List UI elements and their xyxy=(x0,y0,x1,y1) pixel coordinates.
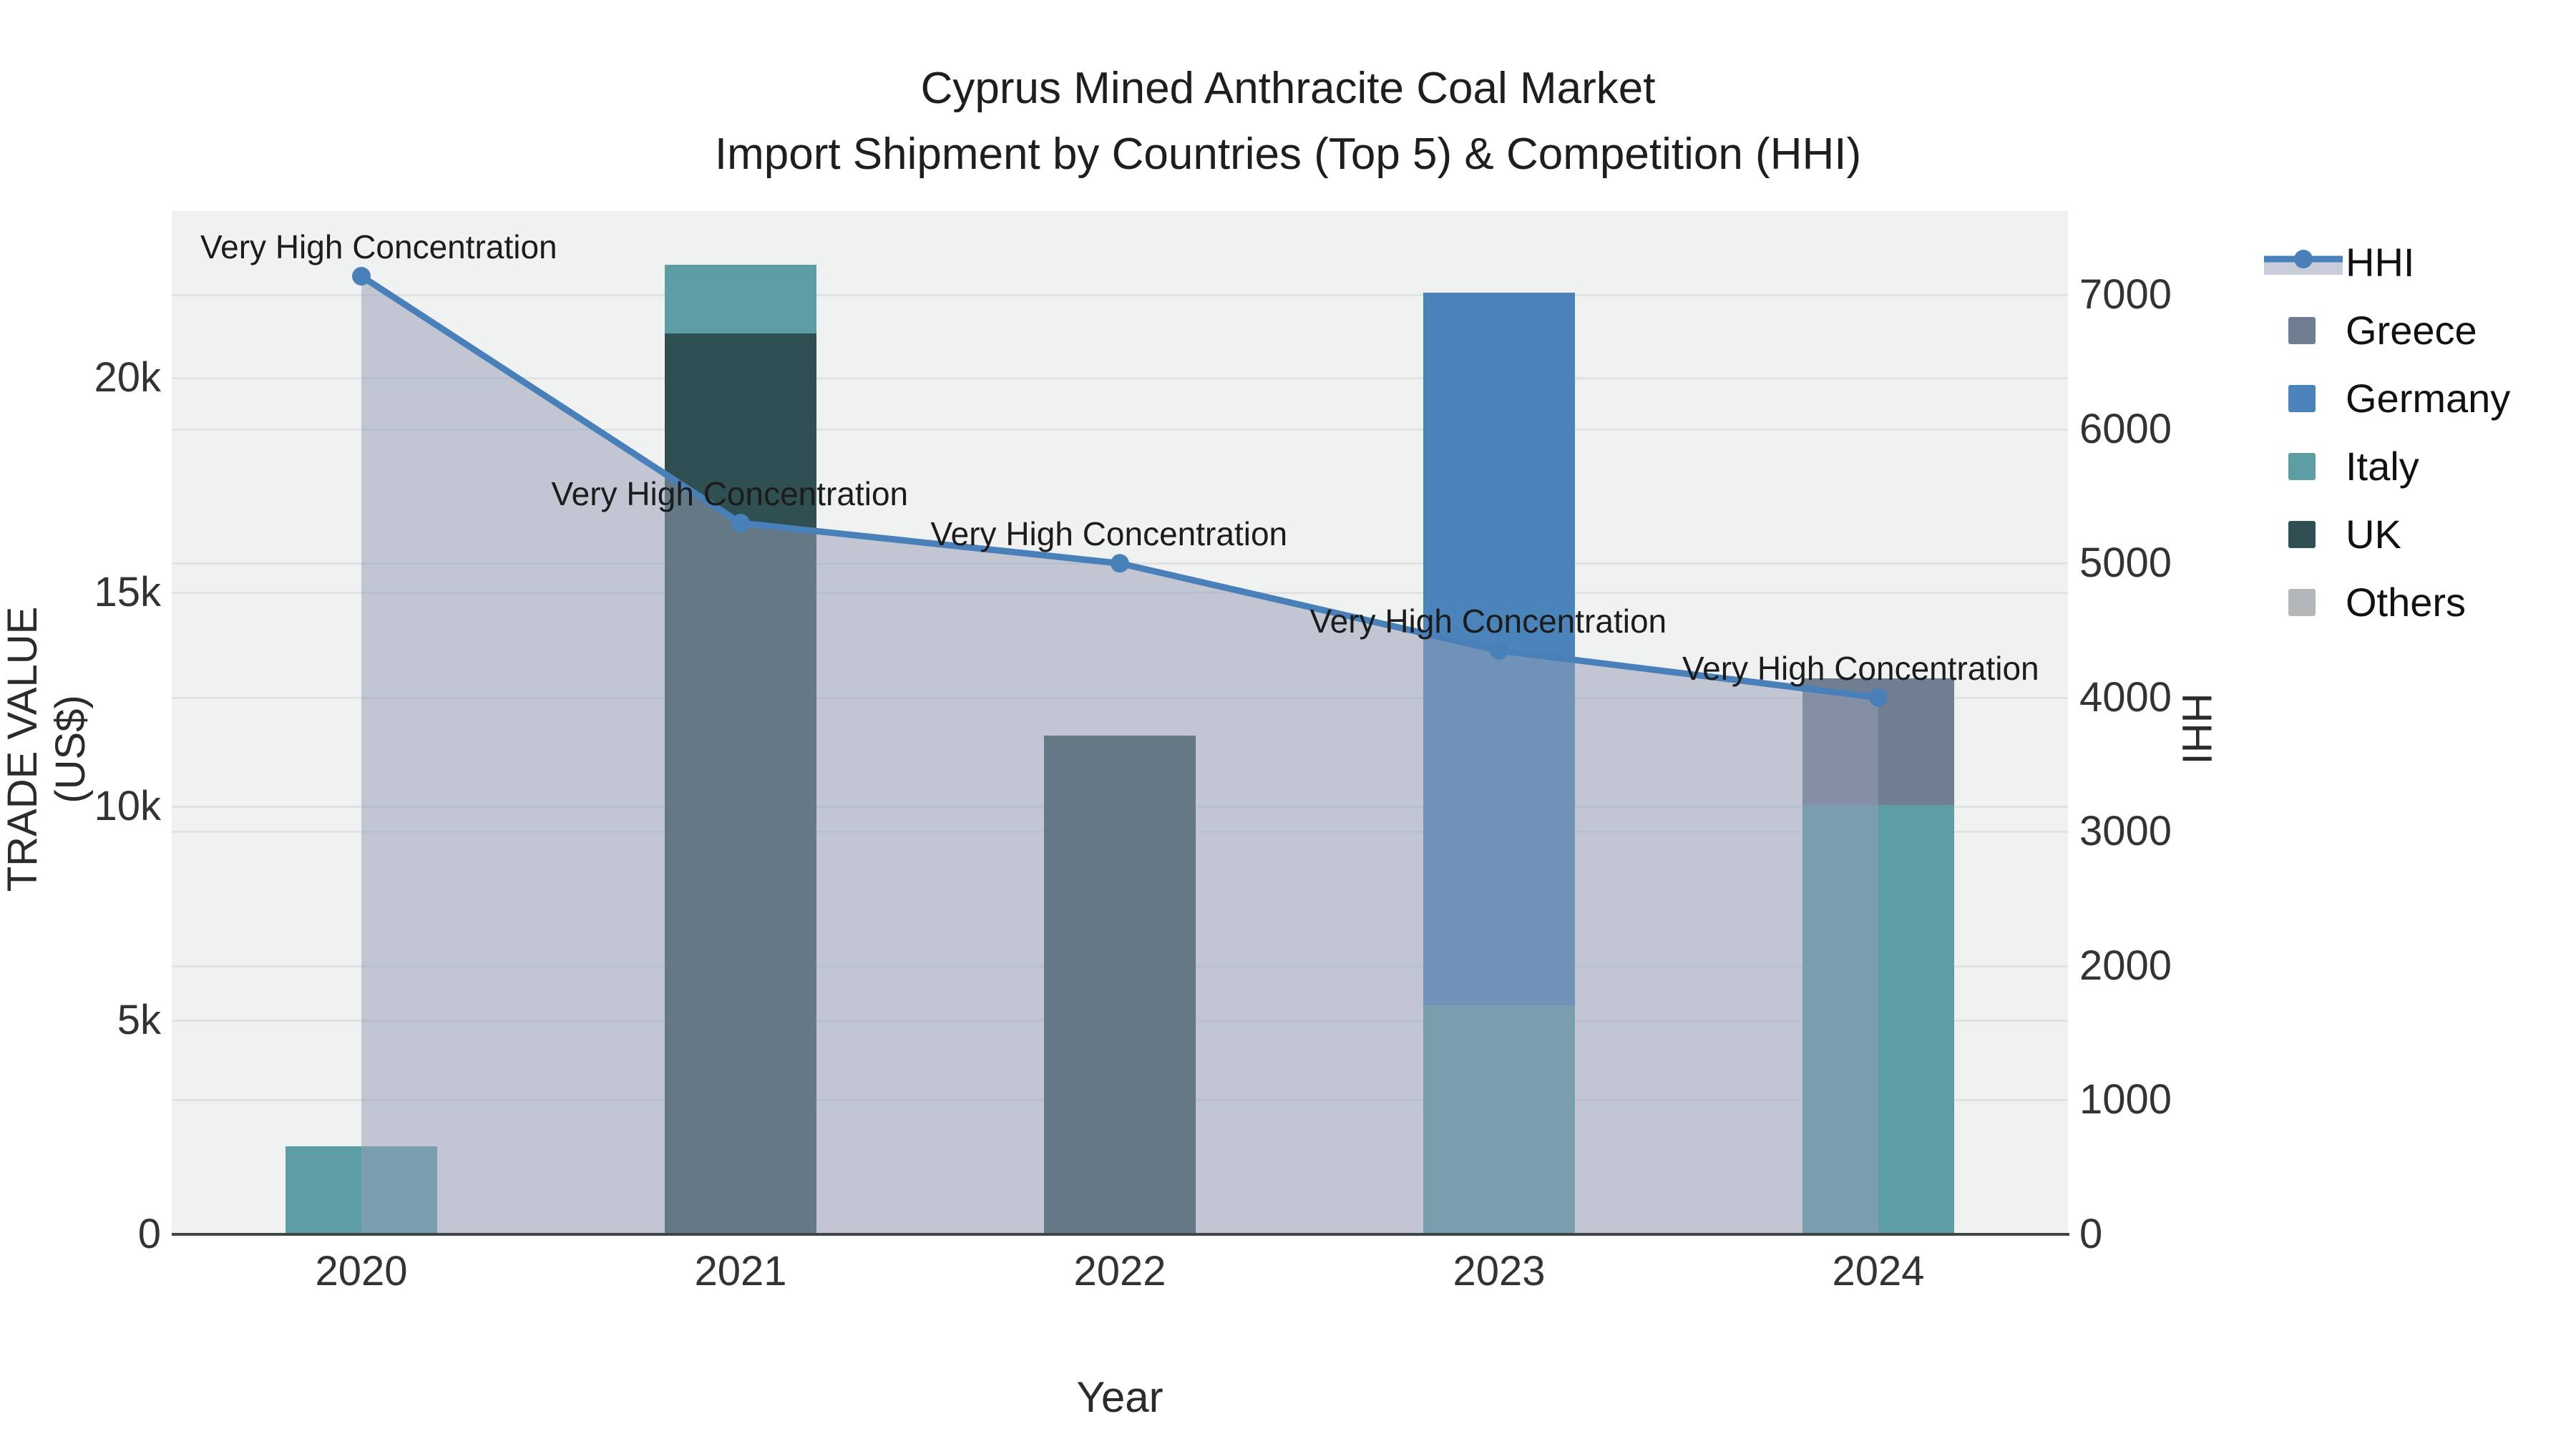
annotation-2023: Very High Concentration xyxy=(1309,602,1667,640)
legend-label-others: Others xyxy=(2346,580,2467,625)
bar-segment-italy-2020[interactable] xyxy=(286,1146,437,1234)
legend-item-italy[interactable]: Italy xyxy=(2254,433,2569,501)
legend-swatch-uk-icon xyxy=(2288,521,2316,548)
annotation-2024: Very High Concentration xyxy=(1682,649,2039,687)
bar-segment-italy-2021[interactable] xyxy=(665,265,816,333)
y-left-tick-10k: 10k xyxy=(94,782,161,829)
legend-label-uk: UK xyxy=(2346,512,2401,557)
hhi-legend-swatch-icon xyxy=(2264,246,2343,279)
legend-swatch-others-icon xyxy=(2288,589,2316,616)
legend-item-greece[interactable]: Greece xyxy=(2254,297,2569,365)
y-right-tick-6000: 6000 xyxy=(2079,405,2172,452)
hhi-marker-2024[interactable] xyxy=(1869,688,1888,707)
x-tick-2024: 2024 xyxy=(1832,1248,1925,1294)
legend-item-germany[interactable]: Germany xyxy=(2254,365,2569,433)
annotation-2020: Very High Concentration xyxy=(200,228,557,265)
legend-swatch-italy-icon xyxy=(2288,453,2316,480)
bar-segment-italy-2024[interactable] xyxy=(1802,804,1954,1234)
y-left-tick-5k: 5k xyxy=(117,996,161,1043)
legend-item-uk[interactable]: UK xyxy=(2254,501,2569,569)
legend-item-hhi[interactable]: HHI xyxy=(2254,229,2569,297)
legend-label-greece: Greece xyxy=(2346,308,2477,353)
chart-title-line2: Import Shipment by Countries (Top 5) & C… xyxy=(714,130,1862,179)
y-right-tick-7000: 7000 xyxy=(2079,271,2172,318)
hhi-marker-2023[interactable] xyxy=(1490,641,1508,660)
x-tick-2020: 2020 xyxy=(315,1248,408,1294)
bar-segment-uk-2021[interactable] xyxy=(665,333,816,1234)
legend-label-germany: Germany xyxy=(2346,376,2511,421)
legend-swatch-germany-icon xyxy=(2288,385,2316,412)
y-axis-left-title: TRADE VALUE (US$) xyxy=(0,606,94,892)
chart-title-line1: Cyprus Mined Anthracite Coal Market xyxy=(920,64,1656,113)
gridline-right-4000 xyxy=(172,696,2068,699)
y-left-tick-15k: 15k xyxy=(94,568,161,615)
gridline-left-15k xyxy=(172,591,2068,594)
annotation-2022: Very High Concentration xyxy=(930,515,1288,553)
chart-title: Cyprus Mined Anthracite Coal Market Impo… xyxy=(0,56,2576,187)
x-tick-2021: 2021 xyxy=(694,1248,787,1294)
bar-segment-uk-2022[interactable] xyxy=(1044,735,1196,1234)
x-tick-2023: 2023 xyxy=(1453,1248,1546,1294)
hhi-marker-2021[interactable] xyxy=(731,514,750,533)
y-right-tick-4000: 4000 xyxy=(2079,673,2172,721)
gridline-right-7000 xyxy=(172,294,2068,297)
hhi-marker-2020[interactable] xyxy=(352,266,371,286)
y-right-tick-2000: 2000 xyxy=(2079,942,2172,989)
x-axis-line xyxy=(172,1233,2069,1236)
y-right-tick-5000: 5000 xyxy=(2079,540,2172,587)
y-right-tick-3000: 3000 xyxy=(2079,808,2172,855)
gridline-left-20k xyxy=(172,377,2068,380)
legend-swatch-greece-icon xyxy=(2288,317,2316,344)
legend-label-hhi: HHI xyxy=(2346,240,2415,285)
gridline-right-6000 xyxy=(172,428,2068,431)
y-right-tick-1000: 1000 xyxy=(2079,1076,2172,1123)
y-right-tick-0: 0 xyxy=(2079,1211,2103,1257)
legend-label-italy: Italy xyxy=(2346,444,2419,489)
y-axis-right-title: HHI xyxy=(2173,693,2220,765)
x-axis-title: Year xyxy=(1076,1373,1163,1421)
hhi-marker-2022[interactable] xyxy=(1111,554,1129,573)
x-tick-2022: 2022 xyxy=(1073,1248,1166,1294)
annotation-2021: Very High Concentration xyxy=(551,475,909,513)
bar-segment-italy-2023[interactable] xyxy=(1423,1005,1575,1234)
y-left-tick-0: 0 xyxy=(137,1211,161,1257)
legend-item-others[interactable]: Others xyxy=(2254,569,2569,637)
y-left-tick-20k: 20k xyxy=(94,354,161,401)
